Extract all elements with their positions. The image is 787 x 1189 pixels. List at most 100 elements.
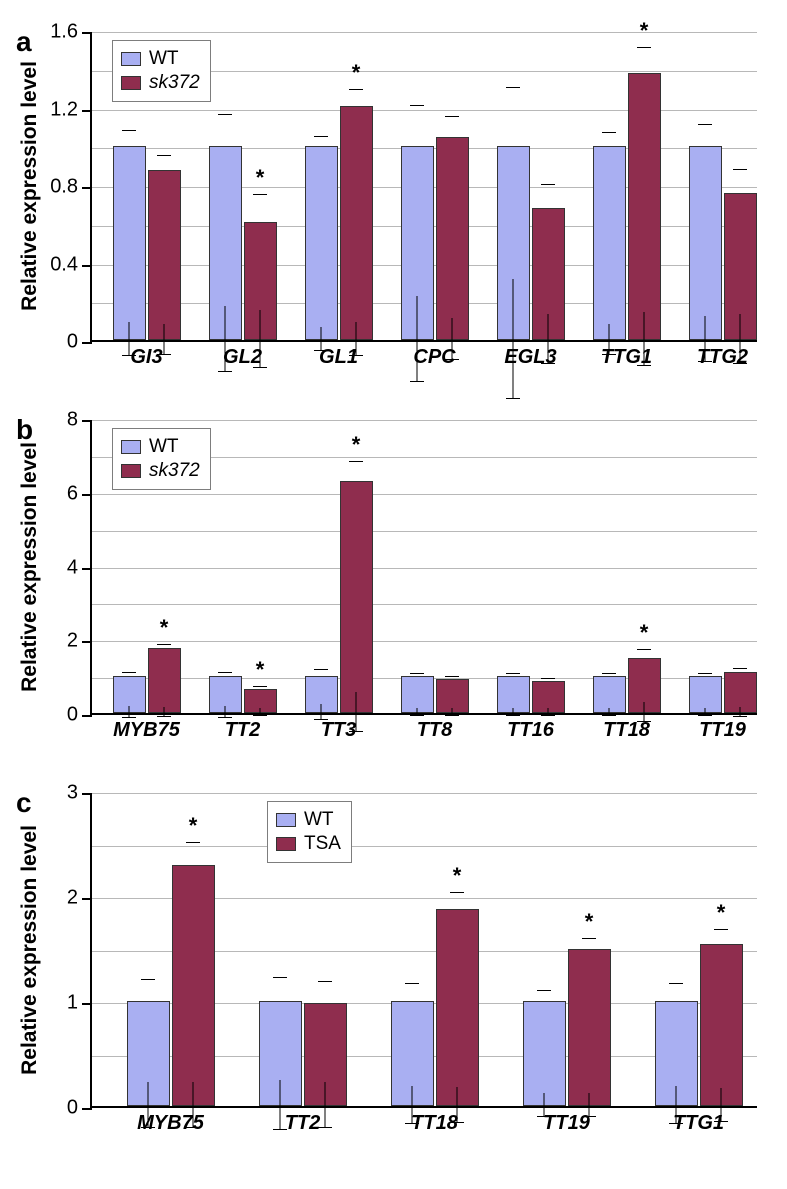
error-cap-top bbox=[506, 673, 520, 674]
panel-label: c bbox=[16, 787, 32, 819]
error-bar bbox=[321, 704, 322, 721]
error-cap-top bbox=[122, 672, 136, 673]
x-tick-label: TT18 bbox=[603, 719, 650, 742]
error-bar bbox=[164, 324, 165, 355]
bar-wt bbox=[113, 146, 146, 340]
error-cap-top bbox=[541, 184, 555, 185]
bar-sk372 bbox=[724, 672, 757, 713]
legend-swatch bbox=[121, 464, 141, 478]
error-cap-top bbox=[541, 678, 555, 679]
significance-marker: * bbox=[160, 615, 169, 641]
error-bar bbox=[513, 279, 514, 399]
legend-item: sk372 bbox=[121, 460, 200, 482]
y-tick bbox=[82, 568, 92, 570]
error-cap-top bbox=[637, 47, 651, 48]
error-cap-top bbox=[273, 977, 287, 978]
error-cap-bot bbox=[541, 715, 555, 716]
x-tick-label: TT3 bbox=[321, 719, 357, 742]
y-tick bbox=[82, 265, 92, 267]
x-tick-label: TT8 bbox=[417, 719, 453, 742]
plot-area: **** bbox=[92, 793, 757, 1106]
legend-label: WT bbox=[304, 809, 334, 831]
y-tick bbox=[82, 641, 92, 643]
error-cap-top bbox=[637, 649, 651, 650]
error-cap-top bbox=[314, 136, 328, 137]
y-tick bbox=[82, 793, 92, 795]
x-tick-label: TT19 bbox=[543, 1112, 590, 1135]
bar-sk372 bbox=[340, 106, 373, 340]
legend-label: sk372 bbox=[149, 460, 200, 482]
y-tick bbox=[82, 32, 92, 34]
y-tick bbox=[82, 110, 92, 112]
panel-a: aRelative expression level00.40.81.21.6*… bbox=[10, 32, 777, 398]
error-cap-bot bbox=[445, 715, 459, 716]
significance-marker: * bbox=[717, 900, 726, 926]
error-cap-top bbox=[349, 89, 363, 90]
x-tick-label: GL1 bbox=[319, 346, 358, 369]
error-cap-top bbox=[157, 155, 171, 156]
legend-swatch bbox=[121, 76, 141, 90]
error-bar bbox=[280, 1080, 281, 1130]
bar-wt bbox=[497, 146, 530, 340]
legend-swatch bbox=[121, 52, 141, 66]
x-tick-label: TTG1 bbox=[601, 346, 652, 369]
error-cap-bot bbox=[733, 716, 747, 717]
y-tick bbox=[82, 898, 92, 900]
error-cap-top bbox=[602, 132, 616, 133]
y-tick bbox=[82, 1003, 92, 1005]
error-cap-bot bbox=[506, 398, 520, 399]
legend-label: sk372 bbox=[149, 72, 200, 94]
x-tick-label: CPC bbox=[413, 346, 455, 369]
significance-marker: * bbox=[585, 909, 594, 935]
y-tick-label: 8 bbox=[67, 409, 78, 432]
y-tick-label: 6 bbox=[67, 482, 78, 505]
chart-area: Relative expression level00.40.81.21.6**… bbox=[90, 32, 757, 342]
bar-tsa bbox=[304, 1003, 347, 1106]
legend-item: WT bbox=[276, 809, 341, 831]
y-tick-label: 3 bbox=[67, 782, 78, 805]
x-tick-label: TT2 bbox=[285, 1112, 321, 1135]
y-tick bbox=[82, 494, 92, 496]
error-cap-top bbox=[218, 114, 232, 115]
bar-sk372 bbox=[628, 73, 661, 340]
x-tick-label: TT16 bbox=[507, 719, 554, 742]
bar-wt bbox=[305, 676, 338, 713]
error-cap-top bbox=[506, 87, 520, 88]
panel-label: a bbox=[16, 26, 32, 58]
error-cap-top bbox=[141, 979, 155, 980]
legend-label: TSA bbox=[304, 833, 341, 855]
legend-swatch bbox=[276, 813, 296, 827]
bar-wt bbox=[259, 1001, 302, 1106]
error-cap-top bbox=[602, 673, 616, 674]
x-tick-label: GI3 bbox=[130, 346, 162, 369]
y-tick-label: 1.2 bbox=[50, 98, 78, 121]
bar-tsa bbox=[172, 865, 215, 1107]
legend: WTsk372 bbox=[112, 428, 211, 490]
bar-wt bbox=[391, 1001, 434, 1106]
bar-wt bbox=[209, 676, 242, 713]
y-tick-label: 1.6 bbox=[50, 21, 78, 44]
bar-wt bbox=[655, 1001, 698, 1106]
bar-sk372 bbox=[436, 137, 469, 340]
error-cap-top bbox=[698, 673, 712, 674]
y-tick-label: 0 bbox=[67, 704, 78, 727]
error-cap-top bbox=[714, 929, 728, 930]
bar-wt bbox=[113, 676, 146, 713]
error-cap-top bbox=[186, 842, 200, 843]
bar-wt bbox=[401, 146, 434, 340]
panel-b: bRelative expression level02468****MYB75… bbox=[10, 420, 777, 771]
x-tick-label: EGL3 bbox=[504, 346, 556, 369]
bar-sk372 bbox=[244, 222, 277, 340]
error-cap-top bbox=[410, 673, 424, 674]
legend-item: WT bbox=[121, 436, 200, 458]
panel-c: cRelative expression level0123****MYB75T… bbox=[10, 793, 777, 1164]
error-cap-bot bbox=[410, 381, 424, 382]
y-tick-label: 0 bbox=[67, 1097, 78, 1120]
y-axis-label: Relative expression level bbox=[18, 61, 42, 311]
error-cap-bot bbox=[602, 715, 616, 716]
bar-wt bbox=[689, 146, 722, 340]
error-cap-top bbox=[669, 983, 683, 984]
y-tick bbox=[82, 187, 92, 189]
bar-wt bbox=[523, 1001, 566, 1106]
bar-wt bbox=[497, 676, 530, 713]
